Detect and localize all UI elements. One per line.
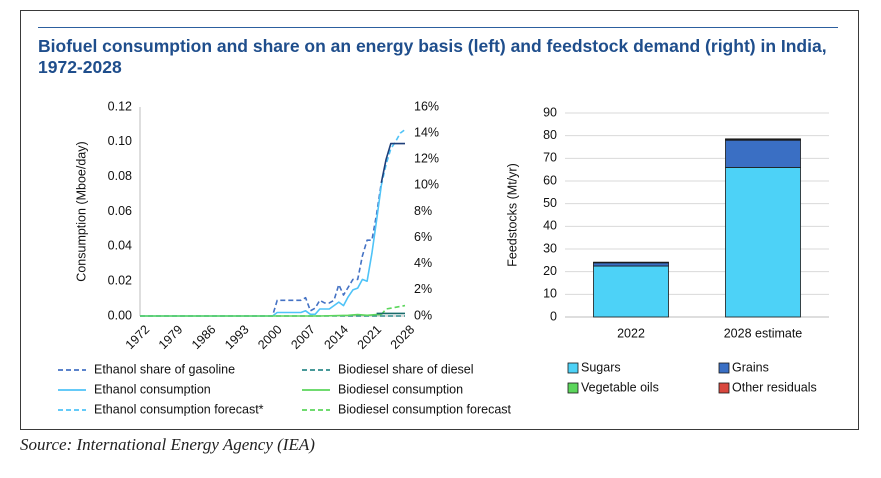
legend-label-biodiesel-forecast-line: Biodiesel consumption forecast (338, 402, 512, 416)
bar-legend-label-vegetable-oils: Vegetable oils (581, 380, 659, 394)
source-note: Source: International Energy Agency (IEA… (20, 435, 315, 454)
right-y-tick-label: 8% (414, 204, 432, 218)
left-y-tick-label: 0.10 (108, 134, 132, 148)
bar-y-tick-label: 70 (543, 151, 557, 165)
right-y-tick-label: 0% (414, 308, 432, 322)
bar-legend-swatch-other-residuals (718, 382, 730, 394)
legend-label-ethanol-consumption-line: Ethanol consumption (94, 382, 211, 396)
right-y-tick-label: 10% (414, 178, 439, 192)
x-tick-label: 2028 (388, 322, 418, 352)
bar-segment-grains (725, 139, 801, 168)
bar-legend-label-grains: Grains (732, 360, 769, 374)
bar-category-label: 2028 estimate (724, 326, 803, 340)
biodiesel-consumption-line (140, 313, 382, 317)
right-y-tick-label: 4% (414, 256, 432, 270)
chart-frame (20, 10, 859, 430)
bar-category-label: 2022 (617, 326, 645, 340)
left-y-tick-label: 0.04 (108, 239, 132, 253)
bar-y-tick-label: 30 (543, 241, 557, 255)
left-y-tick-label: 0.00 (108, 308, 132, 322)
bar-segment-sugars (725, 166, 801, 318)
right-y-tick-label: 12% (414, 152, 439, 166)
legend-label-ethanol-forecast-line: Ethanol consumption forecast* (94, 402, 264, 416)
unlabeled-series-1 (380, 142, 405, 183)
bar-y-tick-label: 40 (543, 219, 557, 233)
left-y-tick-label: 0.02 (108, 273, 132, 287)
left-y-tick-label: 0.06 (108, 204, 132, 218)
bar-segment-sugars (593, 265, 669, 318)
x-tick-label: 2000 (255, 322, 285, 352)
bar-segment-other-residuals (725, 138, 801, 141)
x-tick-label: 1993 (222, 322, 252, 352)
right-y-tick-label: 14% (414, 125, 439, 139)
chart-title: Biofuel consumption and share on an ener… (38, 36, 827, 77)
bar-legend-swatch-grains (718, 362, 730, 374)
x-tick-label: 1979 (156, 322, 186, 352)
x-tick-label: 2007 (288, 322, 318, 352)
bar-legend-label-sugars: Sugars (581, 360, 621, 374)
ethanol-share-line (140, 182, 383, 317)
bar-y-tick-label: 0 (550, 309, 557, 323)
bar-y-tick-label: 10 (543, 287, 557, 301)
right-y-tick-label: 16% (414, 99, 439, 113)
left-y-tick-label: 0.12 (108, 99, 132, 113)
legend-label-ethanol-share-line: Ethanol share of gasoline (94, 362, 235, 376)
bar-y-tick-label: 80 (543, 128, 557, 142)
x-tick-label: 1986 (189, 322, 219, 352)
ethanol-forecast-line (380, 128, 406, 186)
x-tick-label: 1972 (123, 322, 153, 352)
bar-legend-label-other-residuals: Other residuals (732, 380, 817, 394)
left-y-axis-label: Consumption (Mboe/day) (74, 141, 88, 281)
ethanol-consumption-line (140, 185, 383, 317)
right-y-tick-label: 2% (414, 282, 432, 296)
bar-y-tick-label: 60 (543, 173, 557, 187)
legend-label-biodiesel-consumption-line: Biodiesel consumption (338, 382, 463, 396)
right-y-tick-label: 6% (414, 230, 432, 244)
left-y-tick-label: 0.08 (108, 169, 132, 183)
x-tick-label: 2021 (355, 322, 385, 352)
bar-y-tick-label: 20 (543, 264, 557, 278)
bar-y-tick-label: 90 (543, 105, 557, 119)
bar-y-tick-label: 50 (543, 196, 557, 210)
x-tick-label: 2014 (322, 322, 352, 352)
bar-legend-swatch-vegetable-oils (567, 382, 579, 394)
legend-label-biodiesel-share-line: Biodiesel share of diesel (338, 362, 474, 376)
bar-legend-swatch-sugars (567, 362, 579, 374)
title-rule (38, 27, 838, 28)
bar-segment-vegetable-oils (593, 261, 669, 264)
bar-y-axis-label: Feedstocks (Mt/yr) (505, 163, 519, 267)
